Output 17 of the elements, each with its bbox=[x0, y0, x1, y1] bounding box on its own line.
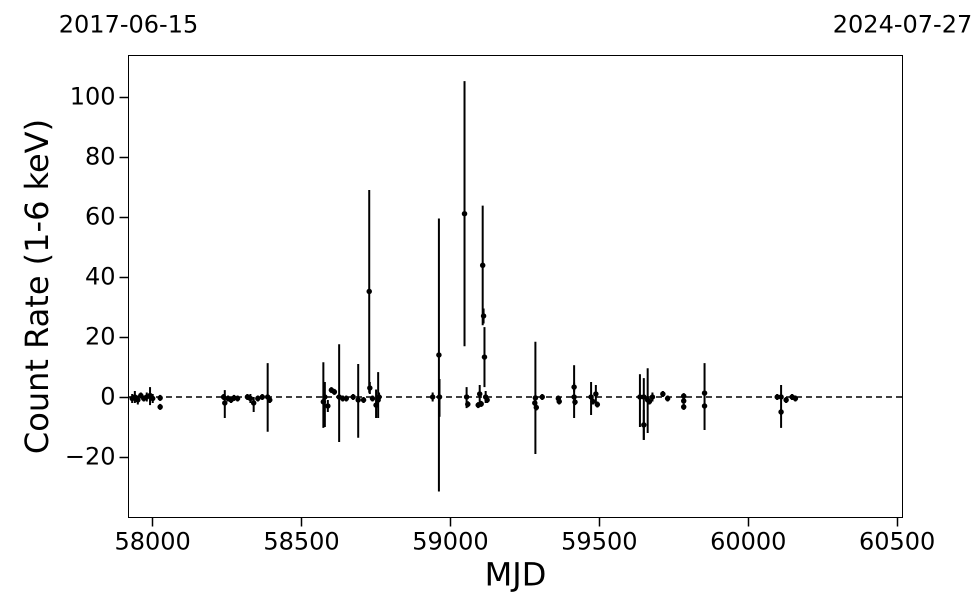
y-tick-label: 0 bbox=[100, 382, 116, 410]
x-tick-label: 59500 bbox=[561, 528, 638, 556]
x-axis-title: MJD bbox=[484, 556, 546, 594]
y-tick-label: 20 bbox=[84, 322, 116, 350]
x-tick-label: 60000 bbox=[710, 528, 786, 556]
y-tick-label: 60 bbox=[84, 202, 116, 230]
x-tick-label: 60500 bbox=[858, 528, 936, 556]
y-tick-label: 100 bbox=[70, 82, 116, 110]
y-tick-label: 80 bbox=[84, 142, 116, 170]
y-tick-label: −20 bbox=[64, 442, 116, 470]
y-axis-title: Count Rate (1-6 keV) bbox=[18, 118, 56, 454]
x-tick-label: 59000 bbox=[412, 528, 489, 556]
x2-tick-label: 2024-07-27 bbox=[832, 10, 972, 38]
x-tick-label: 58500 bbox=[263, 528, 340, 556]
x-tick-label: 58000 bbox=[114, 528, 191, 556]
y-tick-label: 40 bbox=[84, 262, 116, 290]
x2-tick-label: 2017-06-15 bbox=[58, 10, 198, 38]
